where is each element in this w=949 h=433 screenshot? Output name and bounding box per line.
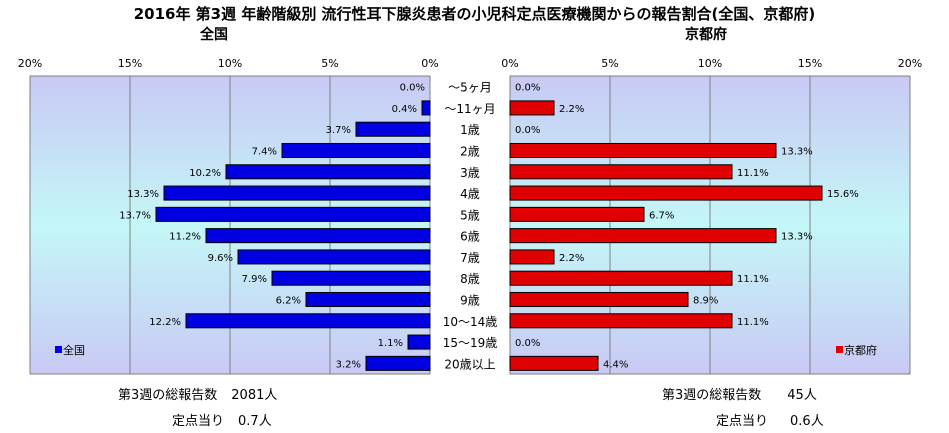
- left-data-label: 10.2%: [189, 168, 221, 179]
- left-panel-title: 全国: [200, 27, 228, 43]
- left-data-label: 13.3%: [127, 189, 159, 200]
- category-label: 10～14歳: [443, 315, 498, 329]
- right-tick-label: 20%: [898, 57, 922, 70]
- right-data-label: 11.1%: [737, 168, 769, 179]
- right-data-label: 0.0%: [515, 83, 540, 94]
- right-perpoint-label: 定点当り: [716, 414, 769, 429]
- left-data-label: 12.2%: [149, 317, 181, 328]
- right-data-label: 0.0%: [515, 338, 540, 349]
- left-bar: [421, 100, 431, 116]
- right-data-label: 6.7%: [649, 210, 674, 221]
- left-total-reports: 第3週の総報告数 2081人: [118, 384, 277, 403]
- right-data-label: 11.1%: [737, 274, 769, 285]
- category-label: 2歳: [460, 145, 480, 159]
- category-label: 20歳以上: [444, 357, 495, 371]
- left-bar: [365, 355, 431, 371]
- right-total-label: 第3週の総報告数: [662, 388, 762, 403]
- left-total-value: 2081人: [231, 388, 278, 403]
- category-label: 5歳: [460, 208, 480, 222]
- left-data-label: 1.1%: [378, 338, 403, 349]
- category-label: 3歳: [460, 166, 480, 180]
- left-data-label: 3.7%: [326, 125, 351, 136]
- category-label: 4歳: [460, 187, 480, 201]
- left-data-label: 9.6%: [208, 253, 233, 264]
- category-label: 9歳: [460, 294, 480, 308]
- left-data-label: 6.2%: [276, 296, 301, 307]
- right-perpoint-value: 0.6人: [790, 414, 824, 429]
- left-data-label: 3.2%: [336, 359, 361, 370]
- category-label: 7歳: [460, 251, 480, 265]
- left-data-label: 11.2%: [169, 232, 201, 243]
- right-bar: [509, 164, 733, 180]
- right-bar: [509, 142, 777, 159]
- right-data-label: 2.2%: [559, 104, 584, 115]
- left-bar: [163, 185, 431, 201]
- right-panel-title: 京都府: [685, 27, 727, 43]
- left-data-label: 0.0%: [400, 83, 425, 94]
- left-tick-label: 20%: [18, 57, 42, 70]
- left-legend-swatch: [55, 346, 62, 353]
- category-label: ～5ヶ月: [448, 81, 492, 95]
- left-legend-label: 全国: [63, 343, 85, 357]
- right-tick-label: 10%: [698, 57, 722, 70]
- right-data-label: 11.1%: [737, 317, 769, 328]
- left-bar: [355, 121, 431, 137]
- left-bar: [185, 313, 431, 329]
- chart-title: 2016年 第3週 年齢階級別 流行性耳下腺炎患者の小児科定点医療機関からの報告…: [133, 5, 816, 23]
- right-total-reports: 第3週の総報告数 45人: [662, 384, 817, 403]
- left-bar: [271, 270, 431, 286]
- left-bar: [407, 334, 431, 350]
- right-data-label: 13.3%: [781, 147, 813, 158]
- right-bar: [509, 249, 555, 265]
- left-bar: [237, 249, 431, 265]
- right-bar: [509, 100, 555, 116]
- category-label: ～11ヶ月: [444, 102, 495, 116]
- left-data-label: 13.7%: [119, 210, 151, 221]
- right-bar: [509, 355, 599, 371]
- category-label: 1歳: [460, 123, 480, 137]
- left-tick-label: 5%: [321, 57, 338, 70]
- right-data-label: 13.3%: [781, 232, 813, 243]
- left-data-label: 0.4%: [392, 104, 417, 115]
- left-tick-label: 15%: [118, 57, 142, 70]
- left-bar: [205, 228, 431, 244]
- right-tick-label: 15%: [798, 57, 822, 70]
- right-bar: [509, 291, 689, 308]
- category-label: 8歳: [460, 272, 480, 286]
- left-bar: [225, 164, 431, 180]
- right-bar: [509, 185, 823, 201]
- right-tick-label: 0%: [501, 57, 518, 70]
- right-data-label: 2.2%: [559, 253, 584, 264]
- left-total-label: 第3週の総報告数: [118, 388, 218, 403]
- left-data-label: 7.4%: [252, 147, 277, 158]
- left-tick-label: 0%: [421, 57, 438, 70]
- right-data-label: 8.9%: [693, 296, 718, 307]
- left-bar: [281, 142, 431, 159]
- right-tick-label: 5%: [601, 57, 618, 70]
- left-bar: [155, 206, 431, 222]
- right-bar: [509, 270, 733, 286]
- left-per-point: 定点当り 0.7人: [172, 410, 272, 429]
- right-total-value: 45人: [787, 388, 817, 403]
- right-data-label: 4.4%: [603, 359, 628, 370]
- right-bar: [509, 228, 777, 244]
- right-bar: [509, 313, 733, 329]
- category-label: 6歳: [460, 230, 480, 244]
- left-data-label: 7.9%: [242, 274, 267, 285]
- left-tick-label: 10%: [218, 57, 242, 70]
- left-perpoint-value: 0.7人: [238, 414, 272, 429]
- right-bar: [509, 206, 645, 222]
- right-legend-label: 京都府: [844, 343, 877, 357]
- right-per-point: 定点当り 0.6人: [716, 410, 824, 429]
- left-perpoint-label: 定点当り: [172, 414, 225, 429]
- category-label: 15～19歳: [443, 336, 498, 350]
- left-bar: [305, 291, 431, 308]
- right-data-label: 0.0%: [515, 125, 540, 136]
- right-legend-swatch: [836, 346, 843, 353]
- right-data-label: 15.6%: [827, 189, 859, 200]
